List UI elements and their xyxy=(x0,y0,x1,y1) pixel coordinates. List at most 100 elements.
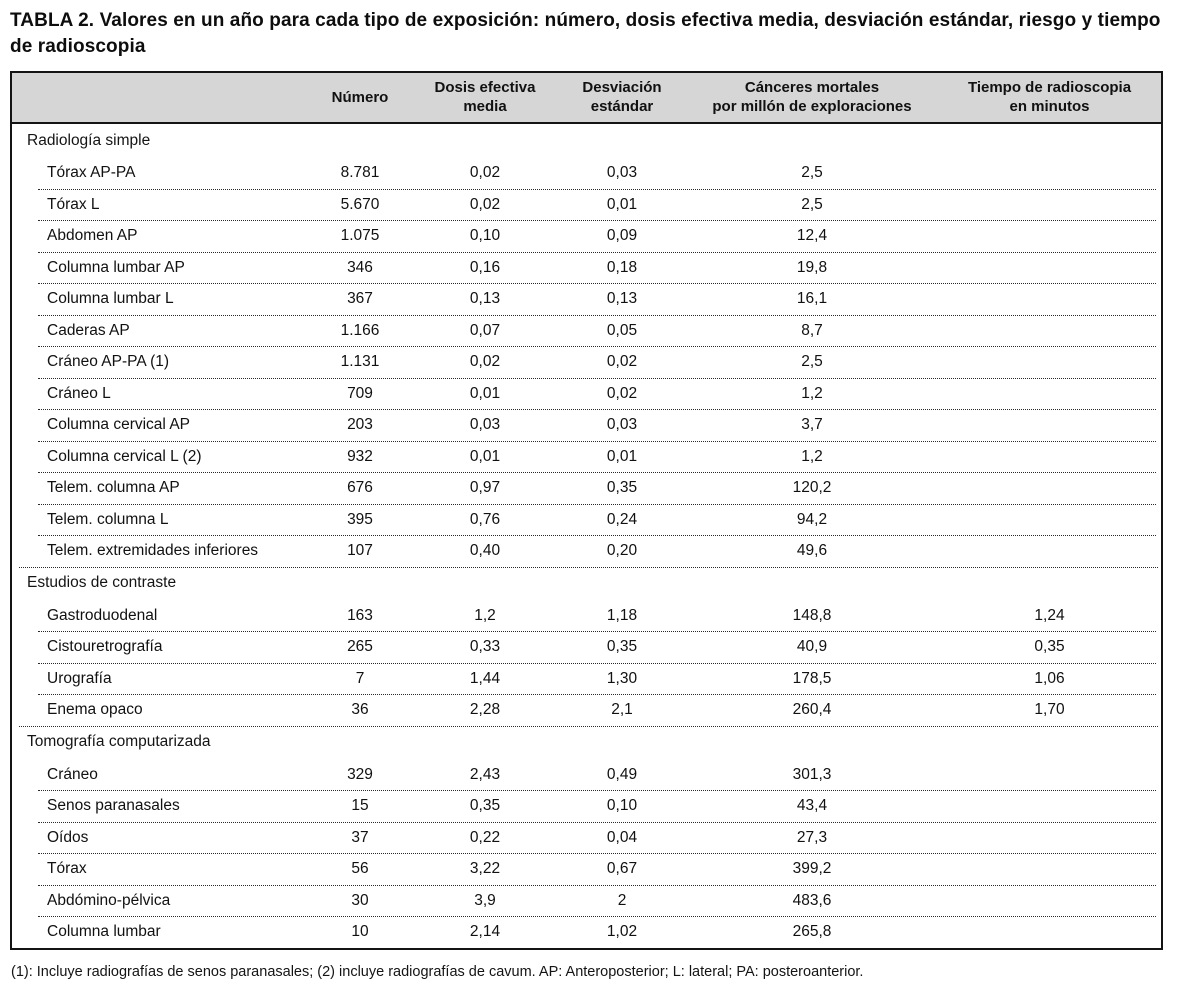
cell-value: 367 xyxy=(347,290,373,308)
cell-value: 10 xyxy=(351,923,369,941)
cell-value: 0,13 xyxy=(606,290,638,308)
cell-value: 0,35 xyxy=(606,479,638,497)
cell-value: 301,3 xyxy=(792,765,832,783)
cell-value: 0,02 xyxy=(606,384,638,402)
cell-value: 0,05 xyxy=(606,321,638,339)
cell-value: 148,8 xyxy=(792,606,832,624)
row-label: Tórax AP-PA xyxy=(47,164,136,182)
table-row: Senos paranasales 15 0,35 0,10 43,4 xyxy=(12,790,1161,823)
row-label: Cráneo L xyxy=(47,384,111,402)
cell-value: 120,2 xyxy=(792,479,832,497)
row-label: Telem. columna AP xyxy=(47,479,180,497)
cell-value: 56 xyxy=(351,860,369,878)
header-label: estándar xyxy=(590,97,654,115)
table-row: Columna lumbar AP 346 0,16 0,18 19,8 xyxy=(12,252,1161,284)
cell-value: 0,09 xyxy=(606,227,638,245)
row-label: Enema opaco xyxy=(47,701,143,719)
cell-value: 16,1 xyxy=(796,290,828,308)
cell-value: 1.075 xyxy=(340,227,380,245)
table-row: Columna cervical L (2) 932 0,01 0,01 1,2 xyxy=(12,441,1161,473)
cell-value: 2,1 xyxy=(611,701,633,719)
cell-value: 395 xyxy=(347,510,373,528)
row-label: Columna cervical AP xyxy=(47,416,191,434)
cell-value: 15 xyxy=(351,797,369,815)
table-row: Abdómino-pélvica 30 3,9 2 483,6 xyxy=(12,885,1161,917)
cell-value: 260,4 xyxy=(792,701,832,719)
cell-value: 30 xyxy=(351,891,369,909)
header-label: por millón de exploraciones xyxy=(712,97,912,115)
cell-value: 0,03 xyxy=(469,416,501,434)
row-label: Columna lumbar xyxy=(47,923,161,941)
section-header-row: Radiología simple xyxy=(27,131,151,149)
cell-value: 265,8 xyxy=(792,923,832,941)
cell-value: 329 xyxy=(347,765,373,783)
table-row: Columna lumbar 10 2,14 1,02 265,8 xyxy=(12,916,1161,948)
cell-value: 1,2 xyxy=(474,606,496,624)
header-cell-desviacion: Desviación estándar xyxy=(558,79,686,117)
row-label: Cistouretrografía xyxy=(47,638,163,656)
cell-value: 1,30 xyxy=(606,669,638,687)
header-cell-dosis: Dosis efectiva media xyxy=(412,79,558,117)
header-label: Cánceres mortales xyxy=(744,79,880,97)
cell-value: 0,10 xyxy=(469,227,501,245)
header-label: Desviación xyxy=(582,79,662,97)
cell-value: 0,67 xyxy=(606,860,638,878)
cell-value: 5.670 xyxy=(340,195,380,213)
cell-value: 0,01 xyxy=(606,195,638,213)
row-label: Senos paranasales xyxy=(47,797,180,815)
table-row: Cráneo AP-PA (1) 1.131 0,02 0,02 2,5 xyxy=(12,346,1161,379)
cell-value: 0,10 xyxy=(606,797,638,815)
cell-value: 0,97 xyxy=(469,479,501,497)
table-row: Oídos 37 0,22 0,04 27,3 xyxy=(12,822,1161,854)
cell-value: 1,18 xyxy=(606,606,638,624)
cell-value: 27,3 xyxy=(796,828,828,846)
header-label: media xyxy=(463,97,507,115)
table-row: Columna lumbar L 367 0,13 0,13 16,1 xyxy=(12,283,1161,316)
cell-value: 0,03 xyxy=(606,164,638,182)
cell-value: 178,5 xyxy=(792,669,832,687)
cell-value: 1,24 xyxy=(1034,606,1065,624)
cell-value: 0,03 xyxy=(606,416,638,434)
cell-value: 3,22 xyxy=(469,860,501,878)
cell-value: 676 xyxy=(347,479,373,497)
data-table: Número Dosis efectiva media Desviación e… xyxy=(10,71,1163,950)
row-label: Telem. columna L xyxy=(47,510,169,528)
header-label: Número xyxy=(331,88,389,106)
cell-value: 265 xyxy=(347,638,373,656)
cell-value: 8,7 xyxy=(801,321,823,339)
row-label: Columna lumbar L xyxy=(47,290,174,308)
cell-value: 2,28 xyxy=(469,701,501,719)
table-body: Radiología simple Tórax AP-PA 8.781 0,02 0,0… xyxy=(12,124,1161,948)
cell-value: 399,2 xyxy=(792,860,832,878)
table-row: Cráneo L 709 0,01 0,02 1,2 xyxy=(12,378,1161,410)
cell-value: 0,13 xyxy=(469,290,501,308)
cell-value: 0,35 xyxy=(606,638,638,656)
row-label: Abdómino-pélvica xyxy=(47,891,171,909)
cell-value: 3,9 xyxy=(474,891,496,909)
cell-value: 37 xyxy=(351,828,369,846)
table-row: Columna cervical AP 203 0,03 0,03 3,7 xyxy=(12,409,1161,442)
row-label: Columna cervical L (2) xyxy=(47,447,202,465)
cell-value: 0,16 xyxy=(469,258,501,276)
cell-value: 0,01 xyxy=(469,384,501,402)
header-label: en minutos xyxy=(1009,97,1090,115)
footnote: (1): Incluye radiografías de senos paran… xyxy=(11,963,864,980)
cell-value: 932 xyxy=(347,447,373,465)
row-label: Tórax L xyxy=(47,195,100,213)
cell-value: 2,5 xyxy=(801,195,823,213)
table-row: Telem. columna AP 676 0,97 0,35 120,2 xyxy=(12,472,1161,505)
cell-value: 0,76 xyxy=(469,510,501,528)
cell-value: 3,7 xyxy=(801,416,823,434)
header-cell-tiempo: Tiempo de radioscopia en minutos xyxy=(938,79,1161,117)
cell-value: 0,22 xyxy=(469,828,501,846)
cell-value: 94,2 xyxy=(796,510,828,528)
cell-value: 0,01 xyxy=(469,447,501,465)
row-label: Caderas AP xyxy=(47,321,130,339)
table-row: Cráneo 329 2,43 0,49 301,3 xyxy=(12,759,1161,791)
table-row: Caderas AP 1.166 0,07 0,05 8,7 xyxy=(12,315,1161,347)
cell-value: 2,14 xyxy=(469,923,501,941)
header-cell-numero: Número xyxy=(308,89,412,108)
cell-value: 0,02 xyxy=(469,195,501,213)
cell-value: 0,40 xyxy=(469,542,501,560)
